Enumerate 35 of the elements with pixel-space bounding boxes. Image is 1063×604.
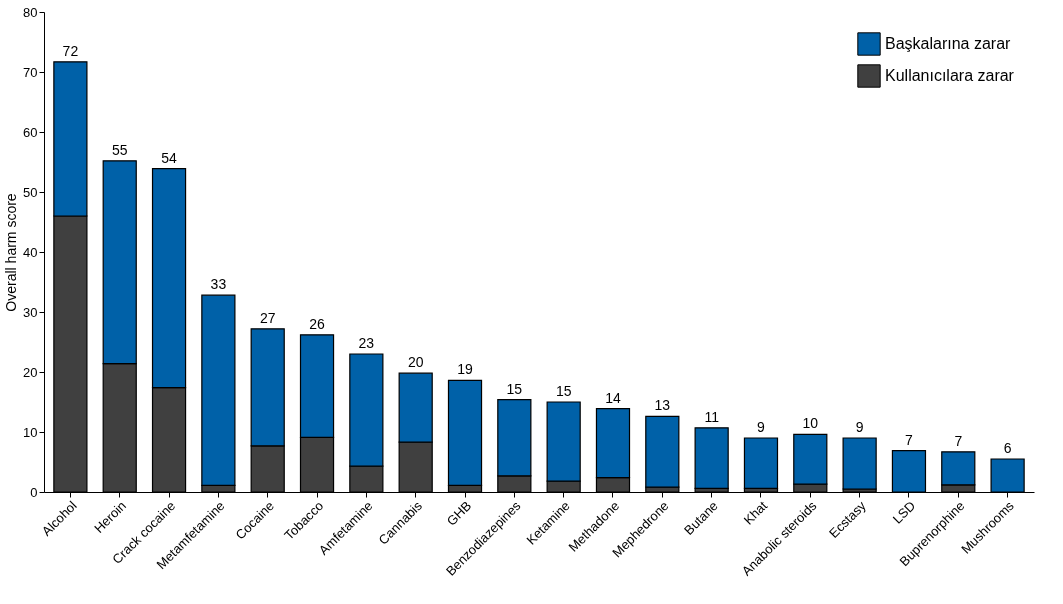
total-label: 54 [161, 149, 178, 166]
total-label: 20 [407, 354, 424, 371]
y-tick-label: 10 [23, 424, 38, 440]
total-label: 72 [62, 42, 79, 59]
total-label: 13 [654, 397, 671, 414]
total-label: 6 [1003, 440, 1012, 456]
y-tick-label: 50 [23, 184, 38, 200]
total-label: 55 [111, 141, 128, 158]
total-label: 33 [210, 276, 227, 293]
y-tick-label: 0 [30, 484, 38, 500]
y-tick-label: 30 [23, 304, 38, 320]
total-label: 15 [555, 383, 572, 399]
legend-label: Kullanıcılara zarar [885, 67, 1015, 84]
total-label: 19 [457, 361, 474, 378]
total-label: 23 [358, 335, 375, 351]
y-tick-label: 70 [23, 64, 38, 80]
y-tick-label: 40 [23, 244, 38, 260]
bar [842, 437, 877, 490]
y-tick-label: 20 [23, 364, 38, 380]
total-label: 11 [704, 408, 720, 425]
y-tick-label: 60 [23, 124, 38, 140]
total-label: 15 [506, 380, 523, 397]
total-label: 9 [855, 419, 864, 435]
bar [743, 437, 779, 489]
total-label: 26 [309, 315, 326, 332]
y-axis-title: Overall harm score [3, 193, 20, 312]
total-label: 9 [757, 419, 766, 435]
bar [694, 427, 729, 489]
y-tick-label: 80 [23, 4, 38, 20]
total-label: 7 [954, 432, 963, 449]
total-label: 14 [605, 389, 621, 406]
total-label: 7 [905, 431, 914, 448]
total-label: 27 [259, 309, 276, 326]
total-label: 10 [802, 415, 819, 432]
legend-label: Başkalarına zarar [885, 35, 1012, 52]
